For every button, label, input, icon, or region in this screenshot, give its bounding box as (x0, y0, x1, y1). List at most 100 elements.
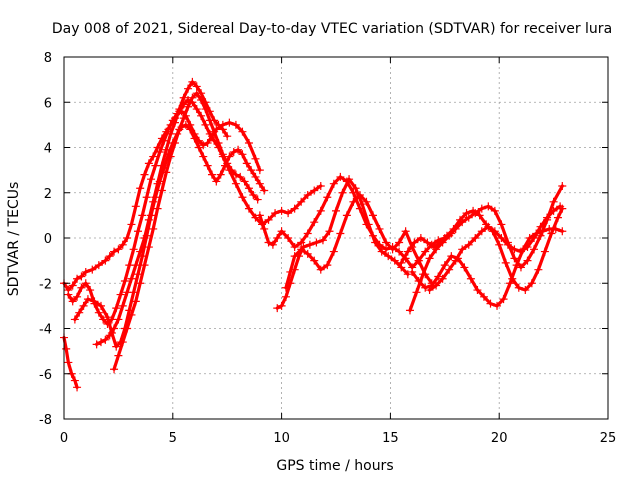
data-point (281, 292, 290, 301)
data-point (271, 209, 280, 218)
data-point (175, 105, 184, 114)
plot-grid (64, 57, 608, 419)
data-point (199, 141, 208, 150)
data-point (303, 191, 312, 200)
data-point (120, 276, 129, 285)
data-point (458, 245, 467, 254)
data-point (323, 193, 332, 202)
data-point (516, 247, 525, 256)
data-point (68, 297, 77, 306)
data-point (401, 227, 410, 236)
data-point (96, 301, 105, 310)
data-point (440, 261, 449, 270)
data-point (445, 231, 454, 240)
data-point (462, 209, 471, 218)
data-point (155, 148, 164, 157)
data-point (229, 148, 238, 157)
data-point (210, 116, 219, 125)
data-point (131, 202, 140, 211)
data-point (408, 267, 417, 276)
data-point (530, 245, 539, 254)
data-point (403, 247, 412, 256)
data-point (242, 159, 251, 168)
data-point (244, 138, 253, 147)
data-point (556, 202, 565, 211)
data-point (214, 138, 223, 147)
data-point (197, 111, 206, 120)
data-point (184, 102, 193, 111)
data-point (493, 301, 502, 310)
data-point (305, 240, 314, 249)
data-point (484, 202, 493, 211)
data-point (94, 261, 103, 270)
data-point (405, 306, 414, 315)
series-track-9 (281, 191, 436, 292)
data-point (73, 383, 82, 392)
data-point (421, 247, 430, 256)
data-point (464, 240, 473, 249)
data-point (425, 254, 434, 263)
data-point (238, 127, 247, 136)
data-point (495, 240, 504, 249)
data-point (101, 256, 110, 265)
data-point (175, 125, 184, 134)
data-point (434, 272, 443, 281)
data-point (140, 234, 149, 242)
data-point (358, 200, 367, 209)
y-tick-label: 2 (44, 187, 52, 202)
data-point (123, 288, 132, 297)
data-point (118, 301, 127, 310)
data-point (194, 143, 203, 152)
data-point (131, 297, 140, 306)
data-point (162, 145, 171, 154)
data-point (105, 252, 114, 261)
data-point (390, 256, 399, 265)
data-point (249, 191, 258, 200)
data-point (149, 224, 158, 233)
data-point (349, 197, 358, 206)
data-point (231, 179, 240, 188)
data-point (105, 331, 114, 340)
data-point (351, 184, 360, 193)
data-point (479, 292, 488, 301)
data-point (477, 227, 486, 236)
data-point (203, 138, 212, 147)
data-point (73, 292, 82, 301)
data-point (329, 179, 338, 188)
x-tick-label: 5 (169, 431, 177, 446)
data-point (403, 270, 412, 279)
data-point (114, 315, 123, 324)
data-point (323, 261, 332, 270)
data-point (332, 206, 340, 215)
data-point (316, 181, 325, 190)
data-point (92, 340, 101, 349)
series-trace (427, 204, 562, 292)
data-point (127, 220, 136, 229)
data-point (458, 218, 467, 227)
data-point (371, 238, 380, 247)
data-point (477, 204, 486, 213)
data-point (384, 252, 393, 261)
data-point (549, 197, 558, 206)
data-point (558, 227, 567, 236)
data-point (149, 152, 158, 161)
data-point (129, 245, 138, 254)
series-trace (112, 91, 260, 371)
data-point (127, 310, 136, 319)
data-point (499, 295, 508, 304)
data-point (240, 177, 249, 186)
data-point (297, 245, 306, 254)
data-point (464, 213, 473, 222)
data-point (286, 267, 295, 276)
data-point (460, 263, 469, 272)
data-point (188, 77, 197, 86)
data-point (144, 243, 153, 252)
data-point (251, 172, 260, 181)
data-point (516, 263, 525, 272)
data-point (225, 118, 234, 127)
data-point (395, 238, 404, 247)
data-point (166, 152, 175, 161)
data-point (223, 132, 232, 141)
data-point (551, 224, 560, 233)
x-tick-label: 10 (273, 431, 290, 446)
